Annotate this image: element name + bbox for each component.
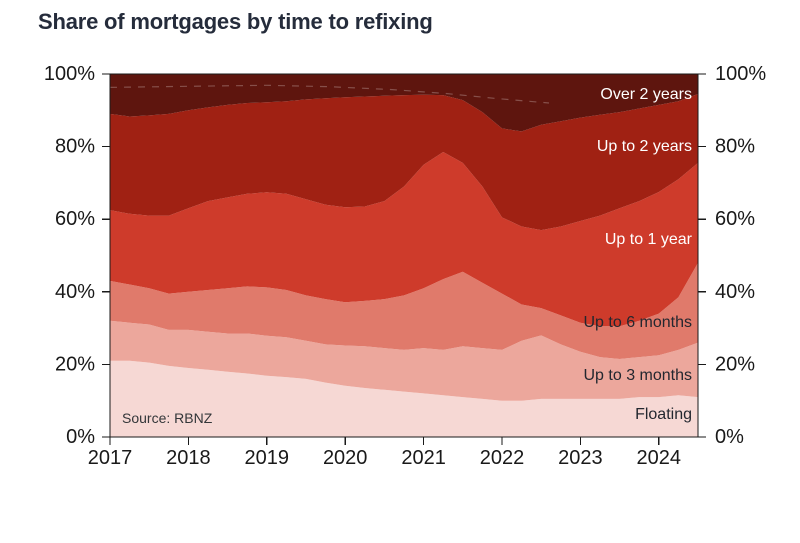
y-tick-label-left: 80%	[55, 136, 95, 158]
area-up-to-6-months	[110, 262, 698, 359]
x-axis: 2017 2018 2019 2020 2021 2022 2023 2024	[88, 437, 681, 469]
x-tick-label: 2021	[401, 447, 446, 469]
area-over-2-years	[110, 74, 698, 132]
series-label-up-to-1-year: Up to 1 year	[604, 231, 692, 248]
x-tick-label: 2017	[88, 447, 133, 469]
area-up-to-2-years	[110, 94, 698, 231]
y-tick-label-right: 0%	[715, 426, 744, 448]
x-tick-label: 2018	[166, 447, 211, 469]
y-tick-label-left: 40%	[55, 281, 95, 303]
y-tick-label-right: 60%	[715, 208, 755, 230]
y-tick-label-right: 80%	[715, 136, 755, 158]
series-label-up-to-2-years: Up to 2 years	[596, 138, 692, 155]
y-tick-label-left: 100%	[44, 63, 95, 85]
area-floating	[110, 360, 698, 437]
y-axis-left: 0% 20% 40% 60% 80% 100%	[44, 63, 110, 448]
series-label-up-to-6-months: Up to 6 months	[583, 314, 693, 331]
y-tick-label-right: 40%	[715, 281, 755, 303]
y-axis-right: 0% 20% 40% 60% 80% 100%	[698, 63, 766, 448]
area-up-to-3-months	[110, 320, 698, 401]
area-series-group	[110, 74, 698, 437]
y-tick-label-left: 0%	[66, 426, 95, 448]
x-tick-label: 2019	[245, 447, 290, 469]
series-label-up-to-3-months: Up to 3 months	[583, 367, 693, 384]
source-note: Source: RBNZ	[122, 410, 213, 426]
y-tick-label-left: 20%	[55, 353, 95, 375]
plot-frame	[109, 73, 699, 438]
page-title: Share of mortgages by time to refixing	[38, 9, 433, 34]
y-tick-label-right: 100%	[715, 63, 766, 85]
x-tick-label: 2023	[558, 447, 603, 469]
series-label-over-2-years: Over 2 years	[600, 86, 692, 103]
x-tick-label: 2022	[480, 447, 525, 469]
y-tick-label-left: 60%	[55, 208, 95, 230]
x-tick-label: 2024	[637, 447, 682, 469]
series-label-floating: Floating	[635, 406, 692, 423]
y-tick-label-right: 20%	[715, 353, 755, 375]
area-up-to-1-year	[110, 152, 698, 327]
x-tick-label: 2020	[323, 447, 368, 469]
